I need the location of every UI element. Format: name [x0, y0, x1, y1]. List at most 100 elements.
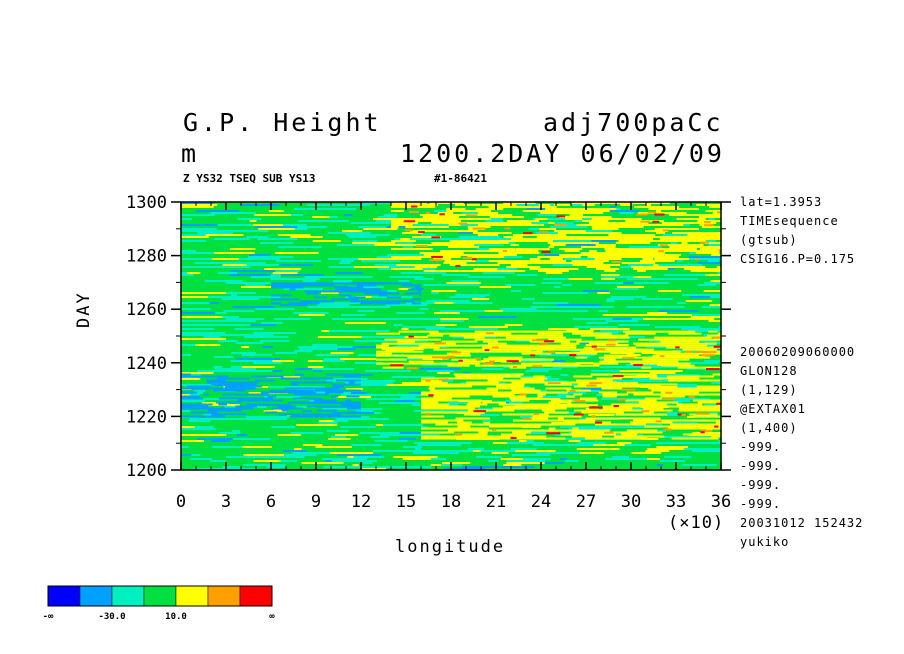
heatmap-cell	[398, 202, 428, 204]
heatmap-feature-cell	[644, 266, 679, 268]
heatmap-feature-cell	[614, 354, 637, 357]
heatmap-feature-cell	[553, 260, 567, 262]
heatmap-hot-cell	[616, 398, 627, 401]
heatmap-feature-cell	[681, 425, 705, 428]
heatmap-cell	[357, 310, 375, 312]
heatmap-feature-cell	[391, 204, 414, 206]
heatmap-feature-cell	[682, 348, 717, 351]
heatmap-feature-cell	[523, 260, 554, 262]
heatmap-feature-cell	[623, 226, 634, 228]
heatmap-feature-cell	[700, 238, 721, 240]
heatmap-feature-cell	[492, 407, 509, 410]
heatmap-feature-cell	[533, 375, 545, 378]
heatmap-cell	[481, 268, 517, 270]
heatmap-feature-cell	[668, 214, 702, 216]
heatmap-feature-cell	[578, 421, 611, 424]
heatmap-feature-cell	[575, 216, 590, 218]
heatmap-hot-cell	[586, 384, 597, 387]
heatmap-feature-cell	[378, 294, 388, 297]
heatmap-feature-cell	[494, 373, 524, 376]
heatmap-hot-cell	[432, 356, 446, 359]
heatmap-cell	[718, 440, 721, 442]
heatmap-cell	[708, 218, 715, 220]
heatmap-cell	[194, 262, 226, 264]
heatmap-feature-cell	[181, 375, 216, 378]
y-tick-label: 1280	[126, 247, 167, 267]
heatmap-feature-cell	[599, 360, 616, 363]
heatmap-hot-cell	[703, 224, 714, 227]
heatmap-cell	[204, 280, 243, 282]
heatmap-feature-cell	[338, 383, 361, 386]
heatmap-feature-cell	[521, 352, 547, 355]
heatmap-cell	[348, 306, 391, 308]
heatmap-feature-cell	[638, 338, 664, 341]
heatmap-feature-cell	[651, 389, 685, 392]
heatmap-feature-cell	[267, 395, 277, 398]
heatmap-feature-cell	[497, 232, 512, 234]
heatmap-feature-cell	[704, 250, 721, 252]
title-right: adj700paCc	[543, 108, 724, 137]
colorbar-label: ∞	[269, 612, 275, 622]
heatmap-cell	[664, 456, 692, 458]
heatmap-feature-cell	[477, 224, 492, 226]
heatmap-feature-cell	[666, 352, 696, 355]
heatmap-cell	[420, 380, 442, 382]
heatmap-cell	[713, 210, 721, 212]
heatmap-feature-cell	[463, 413, 481, 416]
heatmap-cell	[495, 382, 506, 384]
heatmap-cell	[647, 376, 676, 378]
heatmap-feature-cell	[660, 340, 681, 343]
plot-area	[181, 202, 721, 470]
heatmap-cell	[595, 382, 639, 384]
heatmap-cell	[321, 330, 329, 332]
heatmap-feature-cell	[578, 230, 586, 232]
heatmap-cell	[479, 286, 511, 288]
heatmap-cell	[270, 274, 281, 276]
heatmap-feature-cell	[640, 250, 650, 252]
heatmap-cell	[402, 446, 422, 448]
heatmap-cell	[279, 304, 308, 306]
heatmap-feature-cell	[225, 385, 239, 388]
heatmap-feature-cell	[705, 352, 721, 355]
heatmap-cell	[312, 240, 341, 242]
heatmap-feature-cell	[655, 210, 662, 212]
heatmap-cell	[212, 258, 239, 260]
heatmap-cell	[331, 460, 378, 462]
heatmap-feature-cell	[514, 387, 523, 390]
heatmap-feature-cell	[515, 248, 550, 250]
heatmap-feature-cell	[181, 391, 198, 394]
heatmap-cell	[363, 462, 373, 464]
heatmap-feature-cell	[662, 248, 693, 250]
heatmap-cell	[223, 310, 255, 312]
heatmap-cell	[254, 406, 267, 408]
heatmap-feature-cell	[484, 423, 491, 426]
heatmap-cell	[382, 424, 424, 426]
heatmap-feature-cell	[618, 240, 629, 242]
heatmap-cell	[308, 348, 338, 350]
heatmap-feature-cell	[280, 377, 297, 380]
heatmap-cell	[410, 434, 440, 436]
heatmap-feature-cell	[421, 419, 444, 422]
heatmap-feature-cell	[534, 389, 541, 392]
heatmap-feature-cell	[554, 230, 579, 232]
heatmap-cell	[615, 336, 645, 338]
heatmap-cell	[455, 238, 481, 240]
heatmap-cell	[625, 402, 645, 404]
heatmap-feature-cell	[471, 427, 489, 430]
heatmap-feature-cell	[491, 224, 515, 226]
heatmap-cell	[231, 430, 241, 432]
heatmap-feature-cell	[455, 204, 462, 206]
heatmap-feature-cell	[404, 206, 436, 208]
heatmap-feature-cell	[661, 222, 678, 224]
heatmap-cell	[617, 286, 645, 288]
heatmap-hot-cell	[454, 433, 463, 436]
heatmap-cell	[532, 302, 553, 304]
heatmap-cell	[468, 276, 505, 278]
heatmap-feature-cell	[633, 405, 648, 408]
heatmap-feature-cell	[234, 413, 248, 416]
heatmap-cell	[329, 216, 338, 218]
heatmap-feature-cell	[489, 391, 519, 394]
heatmap-feature-cell	[429, 202, 464, 204]
heatmap-feature-cell	[489, 425, 504, 428]
heatmap-cell	[426, 370, 454, 372]
